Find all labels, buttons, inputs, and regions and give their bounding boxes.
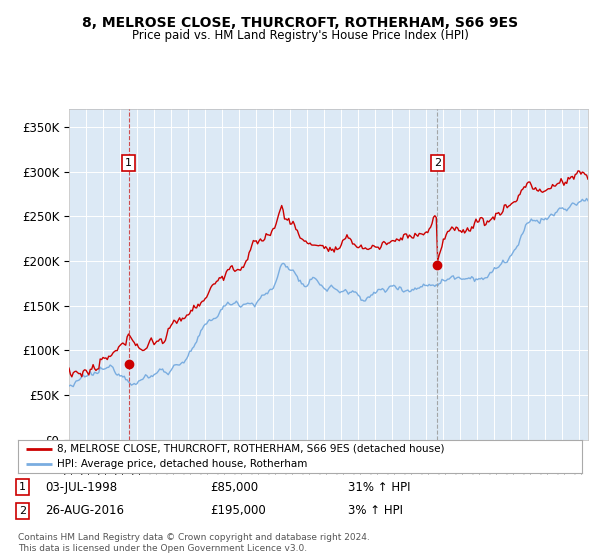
Text: 8, MELROSE CLOSE, THURCROFT, ROTHERHAM, S66 9ES: 8, MELROSE CLOSE, THURCROFT, ROTHERHAM, … (82, 16, 518, 30)
Text: 26-AUG-2016: 26-AUG-2016 (45, 504, 124, 517)
Text: 2: 2 (19, 506, 26, 516)
Text: 1: 1 (125, 158, 132, 168)
Text: 1: 1 (19, 482, 26, 492)
Text: 8, MELROSE CLOSE, THURCROFT, ROTHERHAM, S66 9ES (detached house): 8, MELROSE CLOSE, THURCROFT, ROTHERHAM, … (58, 444, 445, 454)
Text: 31% ↑ HPI: 31% ↑ HPI (348, 480, 410, 494)
Text: 2: 2 (434, 158, 441, 168)
Text: Contains HM Land Registry data © Crown copyright and database right 2024.
This d: Contains HM Land Registry data © Crown c… (18, 533, 370, 553)
Text: 3% ↑ HPI: 3% ↑ HPI (348, 504, 403, 517)
Text: Price paid vs. HM Land Registry's House Price Index (HPI): Price paid vs. HM Land Registry's House … (131, 29, 469, 42)
Text: £85,000: £85,000 (210, 480, 258, 494)
Text: £195,000: £195,000 (210, 504, 266, 517)
Text: HPI: Average price, detached house, Rotherham: HPI: Average price, detached house, Roth… (58, 459, 308, 469)
Text: 03-JUL-1998: 03-JUL-1998 (45, 480, 117, 494)
